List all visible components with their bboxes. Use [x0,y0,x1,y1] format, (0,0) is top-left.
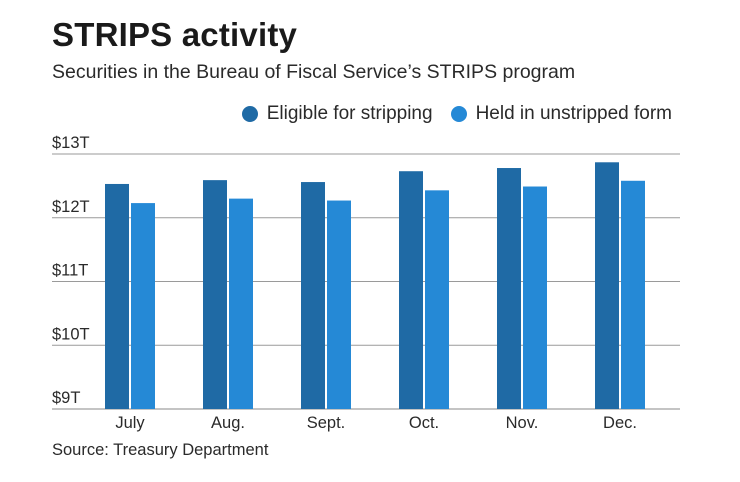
x-tick-label: Nov. [506,414,539,432]
source-note: Source: Treasury Department [52,441,269,459]
legend-swatch-eligible [241,106,258,122]
bar-unstripped [229,198,253,409]
chart-subtitle: Securities in the Bureau of Fiscal Servi… [52,61,576,83]
legend-label-eligible: Eligible for stripping [266,103,433,124]
x-tick-label: Oct. [409,414,439,432]
bar-unstripped [425,190,449,409]
legend-swatch-unstripped [450,106,467,122]
bar-eligible [399,171,423,409]
legend-item-unstripped: Held in unstripped form [450,103,672,125]
chart-title: STRIPS activity [52,16,298,53]
y-tick-label: $10T [52,325,90,343]
bar-eligible [301,182,325,409]
x-tick-label: July [115,414,145,432]
bar-eligible [105,183,129,409]
bar-unstripped [523,186,547,409]
bar-unstripped [621,180,645,409]
legend: Eligible for stripping Held in unstrippe… [241,103,672,125]
legend-item-eligible: Eligible for stripping [241,103,433,125]
bar-eligible [203,180,227,409]
bar-eligible [497,168,521,409]
legend-label-unstripped: Held in unstripped form [475,103,672,124]
x-tick-label: Sept. [307,414,346,432]
y-tick-label: $12T [52,198,90,216]
bar-eligible [595,162,619,409]
y-tick-label: $13T [52,134,90,152]
y-tick-label: $9T [52,389,80,407]
x-tick-label: Aug. [211,414,245,432]
bar-unstripped [327,200,351,409]
y-tick-label: $11T [52,262,88,280]
bar-unstripped [131,203,155,409]
x-tick-label: Dec. [603,414,637,432]
